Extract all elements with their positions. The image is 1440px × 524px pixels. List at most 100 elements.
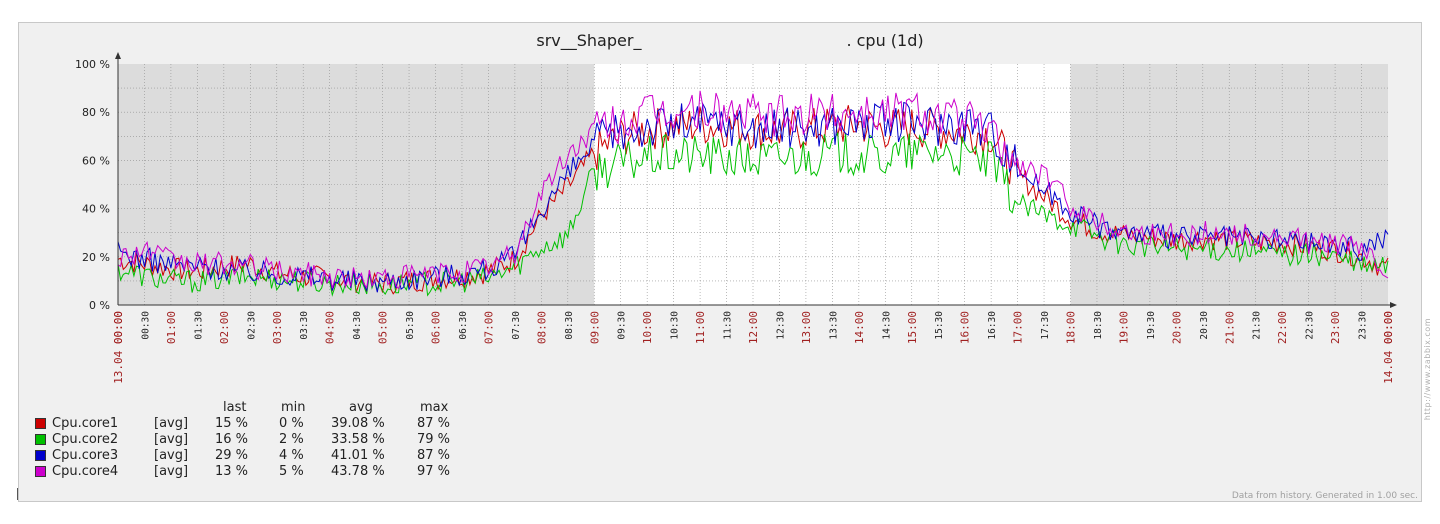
legend-last: 16 % bbox=[215, 432, 249, 447]
legend-min: 4 % bbox=[279, 448, 304, 463]
legend-max: 87 % bbox=[417, 448, 451, 463]
x-tick-label: 11:00 bbox=[694, 311, 707, 344]
x-tick-label: 21:00 bbox=[1223, 311, 1236, 344]
legend-header-min: min bbox=[281, 400, 306, 415]
x-tick-label: 03:00 bbox=[271, 311, 284, 344]
legend-header-max: max bbox=[420, 400, 449, 415]
x-tick-label: 19:00 bbox=[1117, 311, 1130, 344]
x-tick-label: 06:00 bbox=[430, 311, 443, 344]
legend-func: [avg] bbox=[154, 464, 189, 479]
x-tick-label: 05:00 bbox=[377, 311, 390, 344]
legend-func: [avg] bbox=[154, 416, 189, 431]
x-tick-label: 12:30 bbox=[775, 311, 786, 340]
y-tick-label: 40 % bbox=[82, 203, 110, 216]
x-tick-label: 23:00 bbox=[1329, 311, 1342, 344]
x-tick-label: 00:00 bbox=[112, 311, 125, 344]
legend-func: [avg] bbox=[154, 432, 189, 447]
x-tick-label: 02:00 bbox=[218, 311, 231, 344]
x-tick-label: 07:30 bbox=[511, 311, 522, 340]
y-tick-label: 100 % bbox=[75, 58, 110, 71]
series-line-cpu-core4 bbox=[117, 90, 1389, 290]
chart-title-suffix: . cpu (1d) bbox=[846, 31, 923, 50]
chart-title: srv__Shaper_ . cpu (1d) bbox=[536, 31, 923, 51]
x-tick-label: 04:00 bbox=[324, 311, 337, 344]
legend-series-name: Cpu.core2 bbox=[52, 432, 119, 447]
x-tick-label: 03:30 bbox=[299, 311, 310, 340]
x-tick-label: 18:00 bbox=[1065, 311, 1078, 344]
x-tick-label: 23:30 bbox=[1358, 311, 1369, 340]
x-start-date-label: 13.04 00:00 bbox=[112, 311, 125, 384]
legend-avg: 41.01 % bbox=[331, 448, 385, 463]
legend-swatch bbox=[35, 450, 46, 461]
x-tick-label: 10:00 bbox=[641, 311, 654, 344]
x-tick-label: 07:00 bbox=[482, 311, 495, 344]
x-tick-label: 08:00 bbox=[535, 311, 548, 344]
x-tick-label: 00:00 bbox=[1382, 311, 1395, 344]
legend-last: 15 % bbox=[215, 416, 249, 431]
chart-title-prefix: srv__Shaper_ bbox=[536, 31, 642, 51]
x-tick-label: 22:30 bbox=[1305, 311, 1316, 340]
legend-avg: 39.08 % bbox=[331, 416, 385, 431]
x-tick-label: 11:30 bbox=[723, 311, 734, 340]
x-tick-label: 01:00 bbox=[165, 311, 178, 344]
legend-last: 29 % bbox=[215, 448, 249, 463]
legend-max: 97 % bbox=[417, 464, 451, 479]
x-tick-label: 09:00 bbox=[588, 311, 601, 344]
legend-header-avg: avg bbox=[349, 400, 373, 415]
x-tick-label: 00:30 bbox=[140, 311, 151, 340]
legend-header-last: last bbox=[223, 400, 247, 415]
x-tick-label: 01:30 bbox=[193, 311, 204, 340]
frame-edge-marker bbox=[17, 488, 18, 500]
y-tick-label: 20 % bbox=[82, 251, 110, 264]
x-tick-label: 08:30 bbox=[564, 311, 575, 340]
x-tick-label: 14:30 bbox=[881, 311, 892, 340]
x-tick-label: 13:00 bbox=[800, 311, 813, 344]
x-end-date-label: 14.04 00:00 bbox=[1382, 311, 1395, 384]
y-tick-label: 80 % bbox=[82, 106, 110, 119]
x-tick-label: 10:30 bbox=[670, 311, 681, 340]
x-tick-label: 15:00 bbox=[906, 311, 919, 344]
x-tick-label: 16:00 bbox=[959, 311, 972, 344]
x-tick-label: 05:30 bbox=[405, 311, 416, 340]
legend-func: [avg] bbox=[154, 448, 189, 463]
x-tick-label: 20:30 bbox=[1199, 311, 1210, 340]
footer-note: Data from history. Generated in 1.00 sec… bbox=[1231, 491, 1418, 501]
legend-min: 2 % bbox=[279, 432, 304, 447]
plot-area: 0 % 20 % 40 % 60 % 80 % 100 % 00:00 00:30 01:00 0… bbox=[75, 52, 1397, 384]
legend-swatch bbox=[35, 466, 46, 477]
legend-min: 5 % bbox=[279, 464, 304, 479]
legend-avg: 43.78 % bbox=[331, 464, 385, 479]
legend-last: 13 % bbox=[215, 464, 249, 479]
x-tick-label: 18:30 bbox=[1093, 311, 1104, 340]
legend-series-name: Cpu.core1 bbox=[52, 416, 119, 431]
x-tick-label: 04:30 bbox=[352, 311, 363, 340]
x-tick-label: 17:00 bbox=[1012, 311, 1025, 344]
legend-max: 79 % bbox=[417, 432, 451, 447]
legend-swatch bbox=[35, 434, 46, 445]
zabbix-watermark: http://www.zabbix.com bbox=[1423, 318, 1432, 421]
y-tick-label: 60 % bbox=[82, 154, 110, 167]
x-tick-label: 21:30 bbox=[1252, 311, 1263, 340]
x-tick-label: 12:00 bbox=[747, 311, 760, 344]
legend-series-name: Cpu.core3 bbox=[52, 448, 119, 463]
legend-max: 87 % bbox=[417, 416, 451, 431]
x-tick-label: 13:30 bbox=[828, 311, 839, 340]
legend-swatch bbox=[35, 418, 46, 429]
x-tick-label: 16:30 bbox=[987, 311, 998, 340]
x-tick-label: 22:00 bbox=[1276, 311, 1289, 344]
legend-min: 0 % bbox=[279, 416, 304, 431]
legend-avg: 33.58 % bbox=[331, 432, 385, 447]
x-tick-label: 19:30 bbox=[1146, 311, 1157, 340]
x-axis-arrow bbox=[1390, 302, 1397, 308]
x-tick-label: 14:00 bbox=[853, 311, 866, 344]
y-tick-label: 0 % bbox=[89, 299, 110, 312]
legend-series-name: Cpu.core4 bbox=[52, 464, 119, 479]
x-tick-label: 15:30 bbox=[934, 311, 945, 340]
x-tick-label: 06:30 bbox=[458, 311, 469, 340]
x-tick-label: 09:30 bbox=[617, 311, 628, 340]
y-axis-arrow bbox=[115, 52, 121, 59]
x-tick-label: 20:00 bbox=[1170, 311, 1183, 344]
x-tick-label: 02:30 bbox=[246, 311, 257, 340]
x-tick-label: 17:30 bbox=[1040, 311, 1051, 340]
